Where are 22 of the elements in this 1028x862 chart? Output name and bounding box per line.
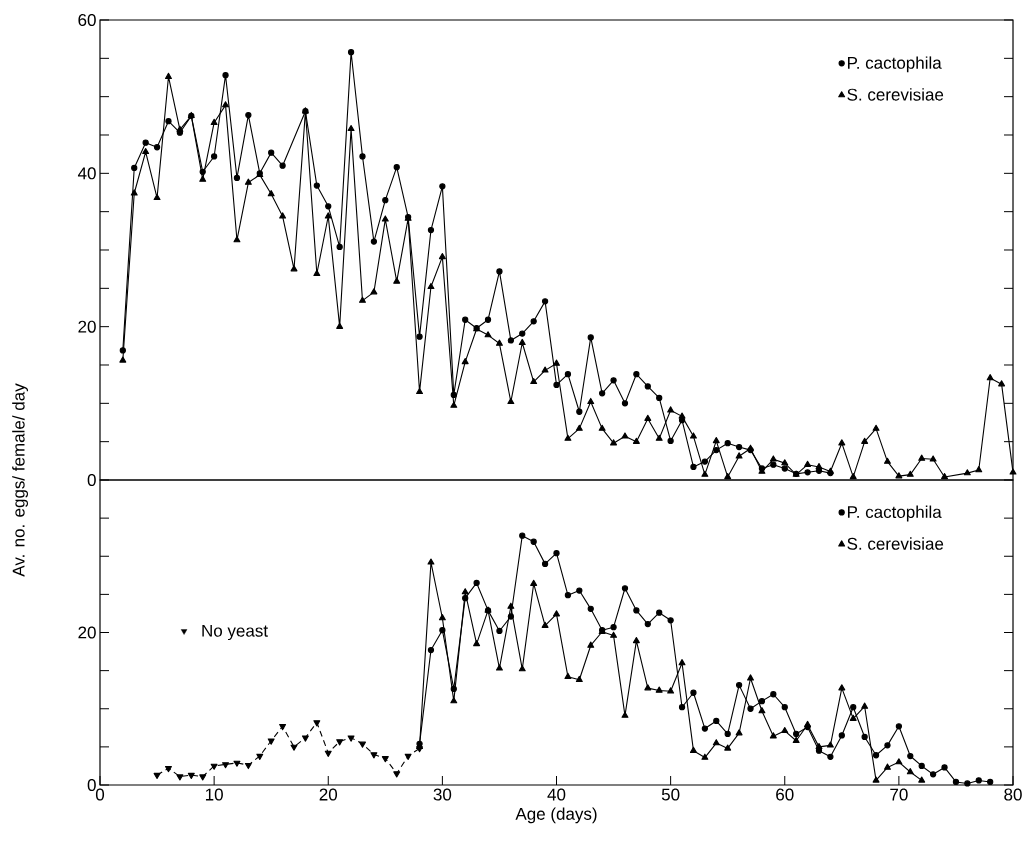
y-tick-label: 20 [78, 626, 96, 639]
x-tick-label: 0 [95, 788, 105, 801]
y-axis-title: Av. no. eggs/ female/ day [12, 383, 29, 577]
x-tick-label: 30 [433, 788, 452, 801]
legend-label: P. cactophila [847, 56, 942, 73]
x-tick-label: 50 [661, 788, 680, 801]
x-axis-title: Age (days) [515, 807, 597, 824]
x-tick-label: 70 [890, 788, 908, 801]
legend-label: P. cactophila [847, 505, 942, 522]
y-tick-label: 40 [77, 167, 96, 180]
x-tick-label: 10 [205, 788, 223, 801]
y-tick-label: 60 [78, 13, 96, 27]
y-tick-label: 0 [87, 778, 96, 792]
legend-label: No yeast [202, 624, 268, 641]
y-tick-label: 20 [78, 320, 96, 333]
y-tick-label: 0 [87, 473, 96, 487]
legend-label: S. cerevisiae [847, 88, 944, 101]
x-tick-label: 40 [547, 788, 566, 801]
x-tick-label: 60 [776, 788, 794, 801]
x-tick-label: 80 [1004, 788, 1022, 801]
legend-label: S. cerevisiae [847, 537, 944, 550]
x-tick-label: 20 [319, 788, 338, 801]
